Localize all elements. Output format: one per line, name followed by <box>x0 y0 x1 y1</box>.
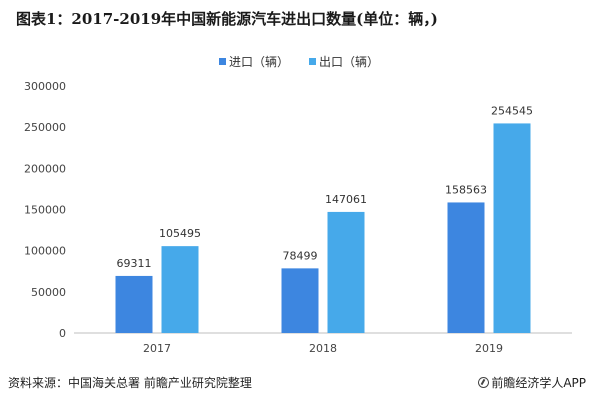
legend-item-import: 进口（辆） <box>219 53 289 70</box>
x-tick-label: 2017 <box>143 342 171 355</box>
bar-import <box>281 268 319 333</box>
legend-swatch-export <box>309 58 317 65</box>
legend-item-export: 出口（辆） <box>309 53 379 70</box>
chart-title: 图表1：2017-2019年中国新能源汽车进出口数量(单位：辆，) <box>16 10 438 28</box>
y-tick-label: 300000 <box>24 80 66 93</box>
source-note: 资料来源：中国海关总署 前瞻产业研究院整理 <box>8 376 252 390</box>
data-label: 105495 <box>159 227 201 240</box>
bar-export <box>493 123 531 333</box>
bar-import <box>115 275 153 333</box>
brand-label: 前瞻经济学人APP <box>491 376 586 390</box>
legend-label-export: 出口（辆） <box>319 55 380 69</box>
x-tick-label: 2018 <box>309 342 337 355</box>
y-tick-label: 50000 <box>31 286 66 299</box>
x-tick-label: 2019 <box>475 342 503 355</box>
data-label: 69311 <box>117 257 152 270</box>
y-tick-label: 150000 <box>24 204 66 217</box>
data-label: 147061 <box>325 193 367 206</box>
y-tick-label: 0 <box>59 327 66 340</box>
legend-label-import: 进口（辆） <box>229 55 290 69</box>
data-label: 254545 <box>491 104 533 117</box>
data-label: 78499 <box>283 249 318 262</box>
bar-import <box>447 202 485 333</box>
bar-export <box>327 211 365 333</box>
chart-legend: 进口（辆） 出口（辆） <box>219 53 379 70</box>
bar-export <box>161 246 199 333</box>
legend-swatch-import <box>219 58 226 65</box>
data-label: 158563 <box>445 183 487 196</box>
y-tick-label: 100000 <box>24 245 66 258</box>
y-tick-label: 200000 <box>24 162 66 175</box>
brand-credit: 前瞻经济学人APP <box>478 374 586 391</box>
brand-logo-icon <box>478 377 490 388</box>
y-tick-label: 250000 <box>24 121 66 134</box>
